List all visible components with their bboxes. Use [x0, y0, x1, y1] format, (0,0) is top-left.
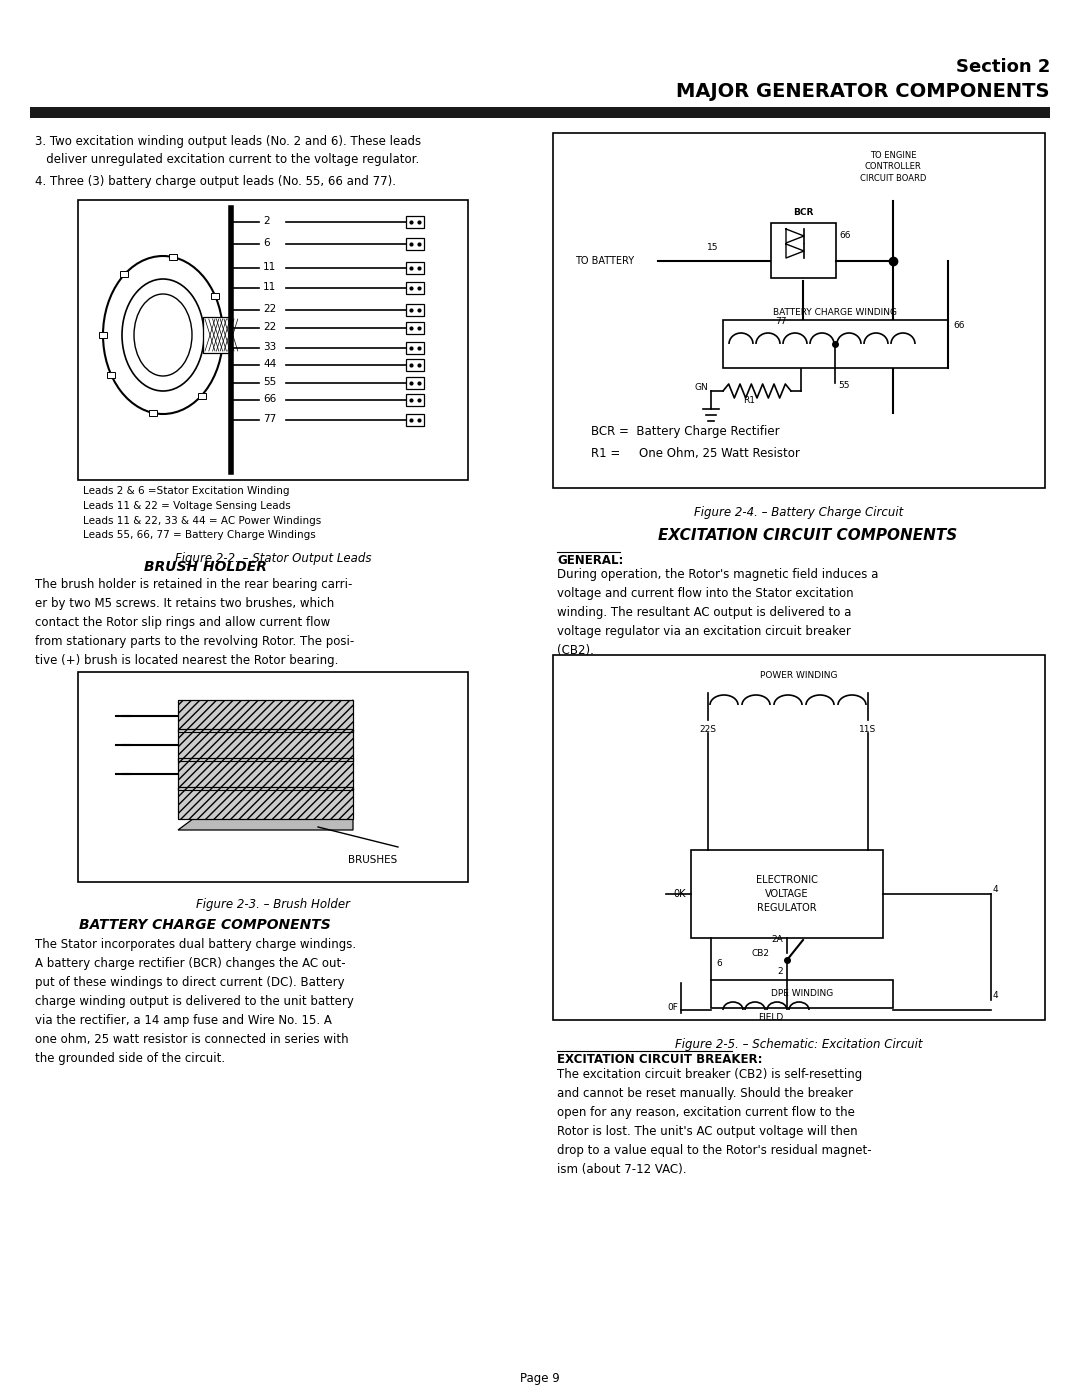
Bar — [170, 254, 177, 260]
Bar — [553, 133, 1045, 488]
Text: 33: 33 — [264, 342, 276, 352]
Text: MAJOR GENERATOR COMPONENTS: MAJOR GENERATOR COMPONENTS — [676, 82, 1050, 101]
Ellipse shape — [134, 293, 192, 376]
Bar — [406, 305, 424, 316]
Text: 66: 66 — [839, 231, 851, 239]
Bar — [121, 271, 129, 278]
Text: The brush holder is retained in the rear bearing carri-
er by two M5 screws. It : The brush holder is retained in the rear… — [35, 578, 354, 666]
Text: EXCITATION CIRCUIT COMPONENTS: EXCITATION CIRCUIT COMPONENTS — [659, 528, 958, 543]
Bar — [178, 700, 353, 732]
Ellipse shape — [103, 256, 222, 414]
Bar — [406, 237, 424, 250]
Text: CB2: CB2 — [751, 950, 769, 958]
Text: Figure 2-4. – Battery Charge Circuit: Figure 2-4. – Battery Charge Circuit — [694, 506, 904, 520]
Text: The Stator incorporates dual battery charge windings.
A battery charge rectifier: The Stator incorporates dual battery cha… — [35, 937, 356, 1065]
Text: During operation, the Rotor's magnetic field induces a
voltage and current flow : During operation, the Rotor's magnetic f… — [557, 569, 878, 657]
Bar — [406, 394, 424, 407]
Text: GENERAL:: GENERAL: — [557, 555, 623, 567]
Bar — [30, 108, 1050, 117]
Ellipse shape — [122, 279, 204, 391]
Text: 44: 44 — [264, 359, 276, 369]
Bar — [78, 200, 468, 481]
Text: 77: 77 — [264, 414, 276, 425]
Text: 0K: 0K — [674, 888, 686, 900]
Text: 6: 6 — [264, 237, 270, 249]
Text: BRUSH HOLDER: BRUSH HOLDER — [144, 560, 267, 574]
Bar — [553, 655, 1045, 1020]
Bar — [406, 359, 424, 372]
Bar — [211, 292, 219, 299]
Text: Leads 2 & 6 =Stator Excitation Winding
Leads 11 & 22 = Voltage Sensing Leads
Lea: Leads 2 & 6 =Stator Excitation Winding L… — [83, 486, 321, 541]
Text: 55: 55 — [838, 381, 850, 391]
Bar — [178, 759, 353, 789]
Bar — [406, 263, 424, 274]
Text: 66: 66 — [264, 394, 276, 404]
Bar — [406, 377, 424, 388]
Text: BCR =  Battery Charge Rectifier
R1 =     One Ohm, 25 Watt Resistor: BCR = Battery Charge Rectifier R1 = One … — [591, 425, 800, 460]
Bar — [107, 372, 116, 377]
Text: 3. Two excitation winding output leads (No. 2 and 6). These leads
   deliver unr: 3. Two excitation winding output leads (… — [35, 136, 421, 166]
Text: 22S: 22S — [700, 725, 716, 733]
Bar — [178, 787, 353, 819]
Text: TO BATTERY: TO BATTERY — [575, 256, 634, 265]
Text: GN: GN — [694, 383, 708, 391]
Text: Figure 2-3. – Brush Holder: Figure 2-3. – Brush Holder — [195, 898, 350, 911]
Text: Figure 2-5. – Schematic: Excitation Circuit: Figure 2-5. – Schematic: Excitation Circ… — [675, 1038, 922, 1051]
Bar — [178, 787, 353, 819]
Text: 6: 6 — [716, 958, 721, 968]
Text: 0F: 0F — [667, 1003, 678, 1013]
Text: POWER WINDING: POWER WINDING — [760, 671, 838, 680]
Text: 22: 22 — [264, 305, 276, 314]
Bar — [178, 700, 353, 732]
Bar — [203, 317, 231, 353]
Text: 11S: 11S — [860, 725, 877, 733]
Text: ELECTRONIC
VOLTAGE
REGULATOR: ELECTRONIC VOLTAGE REGULATOR — [756, 875, 818, 914]
Text: R1: R1 — [743, 395, 755, 405]
Text: BRUSHES: BRUSHES — [349, 855, 397, 865]
Bar — [178, 729, 353, 761]
Text: 66: 66 — [953, 321, 964, 331]
Bar — [711, 981, 893, 1009]
Text: BATTERY CHARGE WINDING: BATTERY CHARGE WINDING — [773, 307, 897, 317]
Bar — [406, 282, 424, 293]
Text: 11: 11 — [264, 282, 276, 292]
Bar — [406, 321, 424, 334]
Bar — [723, 320, 948, 367]
Text: 22: 22 — [264, 321, 276, 332]
Bar — [178, 759, 353, 789]
Bar — [149, 409, 157, 416]
Text: 4. Three (3) battery charge output leads (No. 55, 66 and 77).: 4. Three (3) battery charge output leads… — [35, 175, 396, 189]
Bar — [99, 332, 107, 338]
Text: Page 9: Page 9 — [521, 1372, 559, 1384]
Text: 4: 4 — [993, 886, 999, 894]
Bar — [178, 729, 353, 761]
Text: 15: 15 — [707, 243, 719, 251]
Bar — [219, 332, 227, 338]
Bar — [406, 342, 424, 353]
Text: EXCITATION CIRCUIT BREAKER:: EXCITATION CIRCUIT BREAKER: — [557, 1053, 762, 1066]
Text: The excitation circuit breaker (CB2) is self-resetting
and cannot be reset manua: The excitation circuit breaker (CB2) is … — [557, 1067, 872, 1176]
Text: Figure 2-2. – Stator Output Leads: Figure 2-2. – Stator Output Leads — [175, 552, 372, 564]
Text: 11: 11 — [264, 263, 276, 272]
Polygon shape — [178, 700, 353, 830]
Text: FIELD: FIELD — [758, 1013, 784, 1023]
Bar — [691, 849, 883, 937]
Text: 77: 77 — [775, 317, 786, 326]
Text: BATTERY CHARGE COMPONENTS: BATTERY CHARGE COMPONENTS — [79, 918, 330, 932]
Bar — [771, 224, 836, 278]
Bar — [406, 414, 424, 426]
Bar — [406, 217, 424, 228]
Text: 55: 55 — [264, 377, 276, 387]
Bar — [78, 672, 468, 882]
Text: TO ENGINE
CONTROLLER
CIRCUIT BOARD: TO ENGINE CONTROLLER CIRCUIT BOARD — [860, 151, 927, 183]
Text: BCR: BCR — [793, 208, 813, 217]
Text: DPE WINDING: DPE WINDING — [771, 989, 833, 999]
Text: 4: 4 — [993, 992, 999, 1000]
Text: 2: 2 — [264, 217, 270, 226]
Text: 2: 2 — [778, 968, 783, 977]
Text: Section 2: Section 2 — [956, 59, 1050, 75]
Bar — [198, 393, 205, 398]
Text: 2A: 2A — [771, 936, 783, 944]
